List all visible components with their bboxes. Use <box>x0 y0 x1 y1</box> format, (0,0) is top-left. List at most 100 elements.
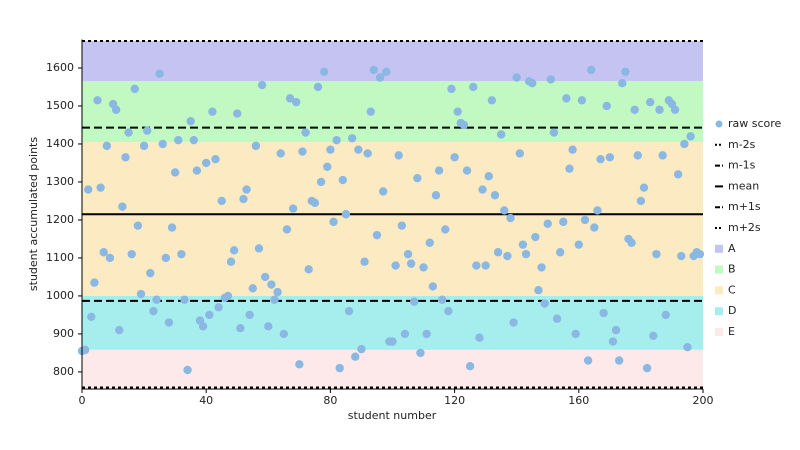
data-point <box>574 240 583 249</box>
data-point <box>605 153 615 162</box>
data-point <box>245 310 254 320</box>
data-point <box>670 105 680 114</box>
data-point <box>537 263 546 272</box>
data-point <box>462 166 472 175</box>
data-point <box>99 248 108 257</box>
data-point <box>127 249 136 259</box>
data-point <box>422 329 431 339</box>
legend-marker <box>715 307 723 316</box>
data-point <box>115 325 124 335</box>
data-point <box>406 259 416 268</box>
data-point <box>202 158 211 168</box>
data-point <box>298 147 307 156</box>
data-point <box>394 151 403 160</box>
grade-band <box>82 81 703 143</box>
data-point <box>419 263 428 272</box>
legend-marker <box>715 265 723 274</box>
data-point <box>310 198 320 208</box>
data-point <box>105 253 115 263</box>
data-point <box>413 173 422 183</box>
data-point <box>503 251 512 261</box>
data-point <box>351 352 360 361</box>
y-tick-label: 1500 <box>46 99 74 112</box>
data-point <box>410 297 419 306</box>
data-point <box>233 109 242 118</box>
data-point <box>214 303 223 312</box>
data-point <box>338 175 348 185</box>
data-point <box>618 78 627 88</box>
data-point <box>111 105 121 114</box>
data-point <box>602 101 611 111</box>
data-point <box>403 249 413 259</box>
data-point <box>587 65 596 75</box>
data-point <box>167 223 177 232</box>
legend-label: E <box>728 325 735 338</box>
data-point <box>528 78 537 88</box>
legend-label: B <box>728 263 736 276</box>
y-tick-label: 1100 <box>46 251 74 264</box>
data-point <box>388 337 397 346</box>
legend-marker <box>715 120 723 128</box>
x-tick-label: 0 <box>79 394 86 407</box>
data-point <box>493 248 503 257</box>
data-point <box>267 280 276 289</box>
data-point <box>655 105 664 114</box>
legend-label: C <box>728 283 736 296</box>
data-point <box>323 162 332 171</box>
data-point <box>397 221 407 230</box>
data-point <box>198 322 208 331</box>
data-point <box>658 151 667 160</box>
data-point <box>189 135 198 145</box>
data-point <box>416 348 425 358</box>
data-point <box>226 257 236 266</box>
data-point <box>512 73 521 82</box>
data-point <box>174 135 183 145</box>
data-point <box>149 306 158 316</box>
x-axis-label: student number <box>348 409 437 422</box>
data-point <box>208 107 217 116</box>
data-point <box>124 128 133 137</box>
data-point <box>378 187 388 196</box>
data-point <box>649 331 658 341</box>
data-point <box>487 96 497 105</box>
x-tick-label: 80 <box>323 394 337 407</box>
data-point <box>319 67 329 76</box>
data-point <box>593 206 602 215</box>
data-point <box>459 120 469 130</box>
data-point <box>391 261 400 270</box>
data-point <box>521 249 531 259</box>
data-point <box>270 295 279 304</box>
grade-band <box>82 41 703 82</box>
data-point <box>357 344 366 354</box>
data-point <box>583 356 593 365</box>
data-point <box>465 362 475 371</box>
data-point <box>608 337 618 346</box>
data-point <box>254 244 264 253</box>
data-point <box>596 154 605 164</box>
data-point <box>680 139 689 149</box>
data-point <box>509 318 518 327</box>
data-point <box>285 94 295 103</box>
grade-band <box>82 349 703 388</box>
data-point <box>375 73 385 82</box>
data-point <box>652 249 661 259</box>
data-point <box>354 145 363 154</box>
data-point <box>475 333 484 342</box>
data-point <box>400 329 410 339</box>
data-point <box>295 360 304 369</box>
legend-marker <box>715 286 723 295</box>
y-tick-label: 1000 <box>46 289 74 302</box>
data-point <box>96 183 105 192</box>
data-point <box>341 210 351 219</box>
data-point <box>599 308 608 318</box>
data-point <box>661 310 670 320</box>
legend-label: raw score <box>728 117 782 130</box>
data-point <box>288 204 298 213</box>
data-point <box>155 69 164 78</box>
data-point <box>627 238 636 247</box>
data-point <box>500 206 509 215</box>
data-point <box>686 132 695 141</box>
data-point <box>205 310 214 320</box>
data-point <box>484 172 493 181</box>
